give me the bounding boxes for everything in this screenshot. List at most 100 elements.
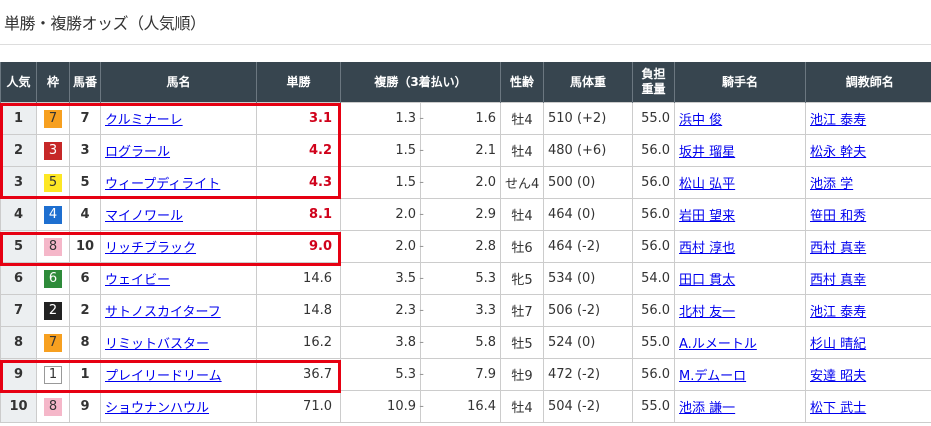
trainer-link[interactable]: 西村 真幸 <box>810 273 867 288</box>
col-sex-age[interactable]: 性齢 <box>500 62 544 103</box>
table-row: 7 2 2 サトノスカイターフ 14.8 2.3 3.3 牡7 506 (-2)… <box>0 294 931 327</box>
col-popularity[interactable]: 人気 <box>0 62 37 103</box>
place-odds-low: 2.0 <box>340 230 425 263</box>
waku-cell: 3 <box>36 134 70 167</box>
jockey-cell: 岩田 望来 <box>674 198 807 231</box>
body-weight: 500 (0) <box>543 166 634 199</box>
horse-name-link[interactable]: ショウナンハウル <box>105 401 210 416</box>
divider <box>0 44 931 45</box>
jockey-link[interactable]: A.ルメートル <box>679 337 757 352</box>
place-odds-low: 3.8 <box>340 326 425 359</box>
body-weight: 464 (-2) <box>543 230 634 263</box>
body-weight: 480 (+6) <box>543 134 634 167</box>
jockey-cell: 北村 友一 <box>674 294 807 327</box>
horse-name-link[interactable]: サトノスカイターフ <box>105 305 221 320</box>
jockey-cell: 松山 弘平 <box>674 166 807 199</box>
col-horse-name[interactable]: 馬名 <box>100 62 257 103</box>
horse-number: 6 <box>69 262 101 295</box>
horse-name-link[interactable]: プレイリードリーム <box>105 369 222 384</box>
jockey-link[interactable]: 松山 弘平 <box>679 177 736 192</box>
horse-number: 4 <box>69 198 101 231</box>
waku-badge: 5 <box>44 173 62 192</box>
win-odds: 16.2 <box>256 326 341 359</box>
jockey-link[interactable]: 池添 謙一 <box>679 401 736 416</box>
popularity: 4 <box>0 198 37 231</box>
body-weight: 524 (0) <box>543 326 634 359</box>
win-odds: 4.3 <box>256 166 341 199</box>
trainer-link[interactable]: 松下 武士 <box>810 401 867 416</box>
waku-cell: 6 <box>36 262 70 295</box>
col-win-odds[interactable]: 単勝 <box>256 62 341 103</box>
horse-name-cell: リッチブラック <box>100 230 257 263</box>
sex-age: せん4 <box>500 166 545 199</box>
trainer-link[interactable]: 安達 昭夫 <box>810 369 867 384</box>
col-load[interactable]: 負担重量 <box>632 62 675 103</box>
table-row: 4 4 4 マイノワール 8.1 2.0 2.9 牡4 464 (0) 56.0… <box>0 198 931 231</box>
trainer-cell: 西村 真幸 <box>805 230 931 263</box>
waku-badge: 4 <box>44 205 62 224</box>
horse-name-link[interactable]: クルミナーレ <box>105 113 183 128</box>
load-weight: 56.0 <box>632 294 676 327</box>
horse-number: 5 <box>69 166 101 199</box>
win-odds: 3.1 <box>256 102 341 135</box>
place-odds-high: 2.8 <box>419 230 502 263</box>
body-weight: 464 (0) <box>543 198 634 231</box>
horse-name-link[interactable]: リミットバスター <box>105 337 210 352</box>
sex-age: 牡4 <box>500 102 545 135</box>
horse-name-link[interactable]: リッチブラック <box>105 241 197 256</box>
waku-badge: 2 <box>44 301 62 320</box>
trainer-cell: 安達 昭夫 <box>805 358 931 391</box>
popularity: 3 <box>0 166 37 199</box>
place-odds-high: 2.1 <box>419 134 502 167</box>
trainer-cell: 松永 幹夫 <box>805 134 931 167</box>
trainer-link[interactable]: 池添 学 <box>810 177 854 192</box>
col-body-weight[interactable]: 馬体重 <box>543 62 633 103</box>
place-odds-low: 5.3 <box>340 358 425 391</box>
place-odds-high: 2.0 <box>419 166 502 199</box>
horse-number: 1 <box>69 358 101 391</box>
trainer-link[interactable]: 池江 泰寿 <box>810 113 867 128</box>
horse-name-cell: リミットバスター <box>100 326 257 359</box>
col-waku[interactable]: 枠 <box>36 62 70 103</box>
trainer-link[interactable]: 池江 泰寿 <box>810 305 867 320</box>
jockey-link[interactable]: 北村 友一 <box>679 305 736 320</box>
popularity: 5 <box>0 230 37 263</box>
sex-age: 牡4 <box>500 198 545 231</box>
table-row: 5 8 10 リッチブラック 9.0 2.0 2.8 牡6 464 (-2) 5… <box>0 230 931 263</box>
jockey-link[interactable]: 西村 淳也 <box>679 241 736 256</box>
horse-name-link[interactable]: ログラール <box>105 145 171 160</box>
table-row: 8 7 8 リミットバスター 16.2 3.8 5.8 牡5 524 (0) 5… <box>0 326 931 359</box>
horse-name-cell: サトノスカイターフ <box>100 294 257 327</box>
body-weight: 472 (-2) <box>543 358 634 391</box>
jockey-link[interactable]: M.デムーロ <box>679 369 747 384</box>
trainer-link[interactable]: 松永 幹夫 <box>810 145 867 160</box>
jockey-link[interactable]: 田口 貫太 <box>679 273 736 288</box>
col-number[interactable]: 馬番 <box>69 62 101 103</box>
waku-badge: 7 <box>44 333 62 352</box>
col-jockey[interactable]: 騎手名 <box>674 62 806 103</box>
trainer-link[interactable]: 杉山 晴紀 <box>810 337 867 352</box>
jockey-link[interactable]: 坂井 瑠星 <box>679 145 736 160</box>
jockey-cell: 坂井 瑠星 <box>674 134 807 167</box>
horse-name-link[interactable]: ウィープディライト <box>105 177 221 192</box>
table-row: 1 7 7 クルミナーレ 3.1 1.3 1.6 牡4 510 (+2) 55.… <box>0 102 931 135</box>
table-row: 9 1 1 プレイリードリーム 36.7 5.3 7.9 牡9 472 (-2)… <box>0 358 931 391</box>
trainer-link[interactable]: 西村 真幸 <box>810 241 867 256</box>
jockey-cell: A.ルメートル <box>674 326 807 359</box>
place-odds-low: 1.3 <box>340 102 425 135</box>
win-odds: 14.8 <box>256 294 341 327</box>
jockey-link[interactable]: 浜中 俊 <box>679 113 723 128</box>
jockey-link[interactable]: 岩田 望来 <box>679 209 736 224</box>
trainer-cell: 西村 真幸 <box>805 262 931 295</box>
trainer-link[interactable]: 笹田 和秀 <box>810 209 867 224</box>
place-odds-high: 2.9 <box>419 198 502 231</box>
horse-number: 3 <box>69 134 101 167</box>
sex-age: 牡5 <box>500 326 545 359</box>
sex-age: 牡4 <box>500 390 545 423</box>
col-trainer[interactable]: 調教師名 <box>805 62 931 103</box>
horse-name-link[interactable]: ウェイビー <box>105 273 171 288</box>
horse-name-link[interactable]: マイノワール <box>105 209 184 224</box>
table-row: 3 5 5 ウィープディライト 4.3 1.5 2.0 せん4 500 (0) … <box>0 166 931 199</box>
col-place-odds[interactable]: 複勝（3着払い） <box>339 62 501 103</box>
popularity: 1 <box>0 102 37 135</box>
